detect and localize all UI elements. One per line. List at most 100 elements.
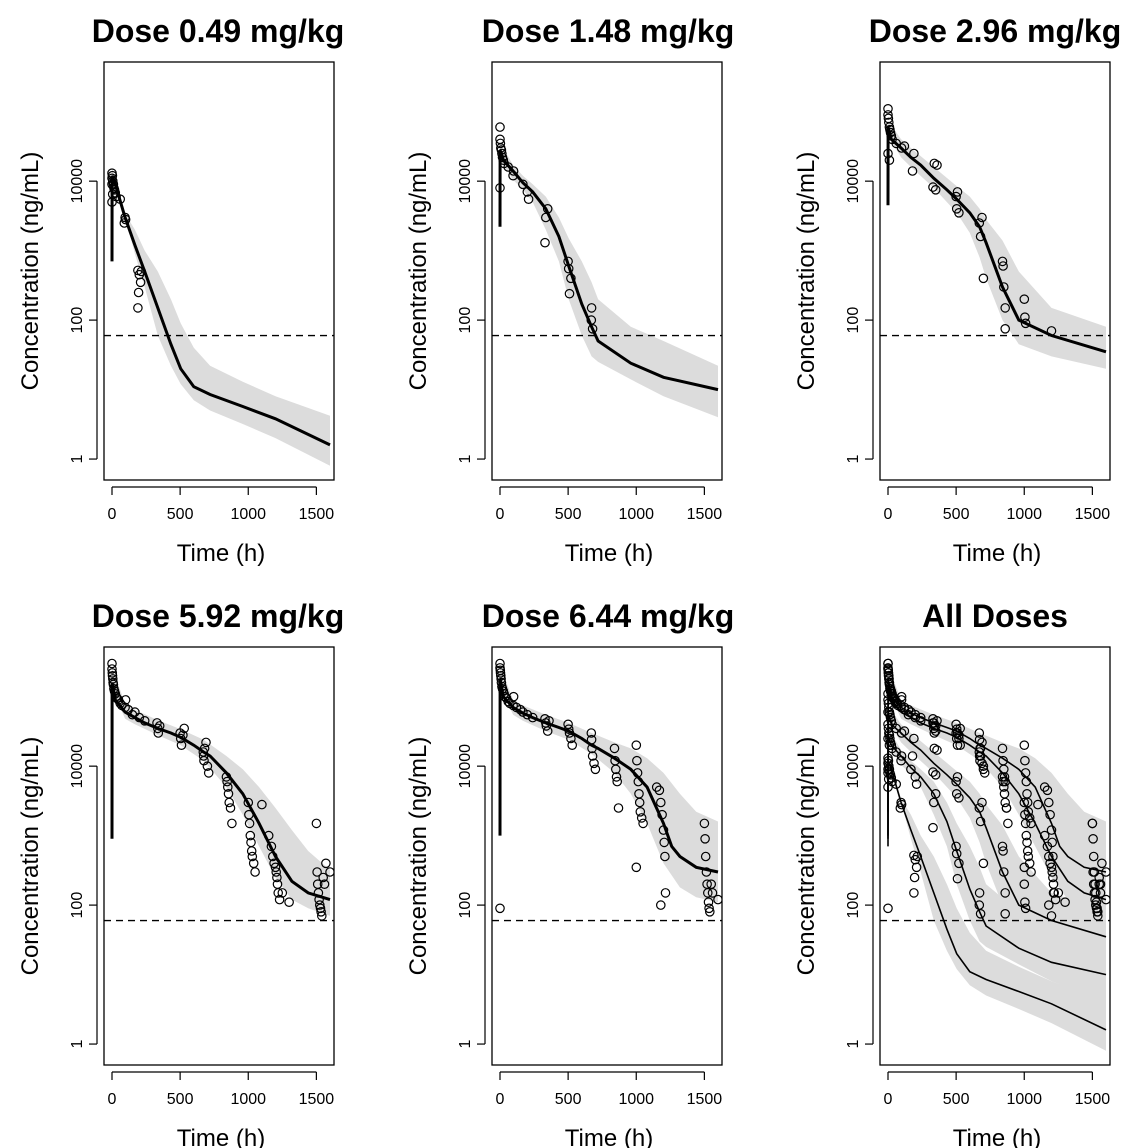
observation-point	[133, 303, 143, 313]
observation-point	[659, 837, 669, 848]
prediction-interval-band	[500, 142, 718, 418]
prediction-interval-band	[888, 120, 1106, 369]
x-tick-label: 500	[555, 1091, 582, 1108]
observation-point	[932, 745, 942, 755]
observation-point	[997, 256, 1008, 267]
plot-frame	[879, 646, 1111, 1066]
observation-point	[1000, 303, 1010, 313]
observation-point	[954, 792, 964, 803]
observation-point	[896, 143, 907, 153]
plot-area	[883, 658, 1110, 1051]
observation-point	[271, 867, 281, 877]
y-axis-title: Concentration (ng/mL)	[405, 152, 432, 391]
y-axis: 1 100 10000 Concentration (ng/mL)	[793, 737, 874, 1049]
observation-point	[1048, 851, 1058, 862]
observation-point	[495, 138, 506, 149]
y-tick-label: 1	[457, 455, 474, 464]
observation-point	[611, 772, 622, 782]
observation-point	[907, 166, 918, 176]
observation-point	[635, 806, 646, 817]
observation-point	[977, 797, 987, 808]
observation-point	[896, 797, 906, 808]
y-tick-label: 10000	[69, 744, 86, 789]
observation-point	[978, 764, 989, 775]
prediction-interval-band	[888, 753, 1106, 1051]
model-prediction-line	[498, 678, 719, 874]
observation-point	[284, 897, 294, 907]
observation-point	[896, 691, 907, 702]
y-axis-title: Concentration (ng/mL)	[17, 737, 44, 976]
observation-point	[589, 758, 599, 769]
observation-point	[651, 782, 662, 792]
observation-point	[1019, 862, 1030, 873]
observation-point	[1088, 851, 1099, 862]
observation-point	[1048, 872, 1058, 883]
plot-frame	[491, 61, 723, 481]
observation-point	[909, 148, 919, 159]
panel-title: Dose 2.96 mg/kg	[869, 13, 1122, 49]
panel-title: All Doses	[922, 598, 1068, 634]
y-tick-label: 100	[845, 307, 862, 334]
x-axis: 0 500 1000 1500 Time (h)	[884, 1071, 1110, 1148]
observation-point	[273, 888, 283, 898]
observation-point	[1000, 888, 1010, 898]
observation-point	[495, 668, 506, 678]
y-tick-label: 100	[69, 892, 86, 919]
y-axis: 1 100 10000 Concentration (ng/mL)	[405, 737, 486, 1049]
x-tick-label: 1000	[1006, 1091, 1042, 1108]
model-prediction-line	[887, 760, 1107, 1031]
observation-point	[542, 726, 553, 736]
y-tick-label: 1	[845, 1040, 862, 1049]
observation-point	[906, 764, 916, 775]
observation-point	[225, 803, 236, 813]
observation-point	[636, 813, 647, 823]
x-tick-label: 0	[108, 1091, 117, 1108]
x-tick-label: 1000	[230, 506, 266, 523]
observation-point	[1022, 846, 1033, 856]
observation-point	[246, 846, 257, 856]
observation-point	[590, 764, 601, 775]
observation-point	[495, 122, 505, 132]
y-axis-title: Concentration (ng/mL)	[793, 737, 820, 976]
observation-point	[1046, 825, 1057, 835]
observation-point	[660, 851, 670, 862]
model-prediction-line	[886, 126, 1107, 354]
observation-point	[222, 776, 232, 787]
observation-point	[928, 822, 938, 833]
observation-point	[107, 658, 117, 669]
observation-point	[660, 888, 671, 898]
observation-point	[1060, 897, 1070, 907]
x-tick-label: 500	[943, 506, 970, 523]
observation-point	[1039, 782, 1050, 792]
observation-point	[977, 212, 987, 223]
x-axis: 0 500 1000 1500 Time (h)	[496, 486, 722, 567]
observation-point	[312, 867, 322, 877]
observation-point	[631, 862, 642, 873]
observation-point	[1094, 872, 1104, 883]
observation-point	[930, 769, 941, 780]
observation-point	[699, 818, 710, 829]
panel-title: Dose 1.48 mg/kg	[482, 13, 735, 49]
observation-point	[325, 867, 334, 877]
observation-point	[1023, 806, 1034, 817]
y-tick-label: 100	[69, 307, 86, 334]
observation-point	[564, 288, 575, 299]
x-axis-title: Time (h)	[953, 540, 1041, 567]
observation-point	[1101, 894, 1110, 905]
observation-point	[1019, 294, 1030, 304]
observation-point	[883, 903, 893, 914]
observation-point	[975, 816, 986, 827]
observation-point	[1023, 851, 1034, 862]
y-tick-label: 100	[845, 892, 862, 919]
y-axis-title: Concentration (ng/mL)	[793, 152, 820, 391]
observation-point	[702, 888, 713, 898]
observation-point	[911, 779, 922, 789]
observation-point	[907, 751, 918, 761]
observation-point	[587, 323, 598, 334]
observation-point	[703, 897, 714, 907]
observation-point	[909, 872, 920, 883]
observation-point	[201, 737, 211, 748]
x-axis: 0 500 1000 1500 Time (h)	[108, 486, 334, 567]
observation-point	[244, 818, 255, 829]
observation-point	[930, 185, 941, 195]
